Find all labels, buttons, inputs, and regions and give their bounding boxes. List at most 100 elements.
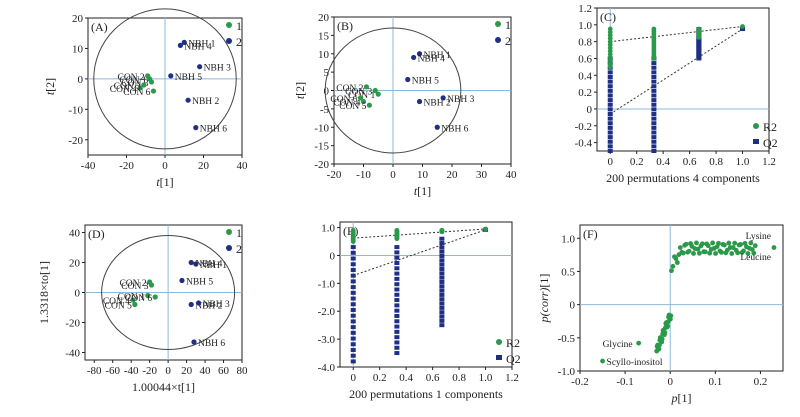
point-label: NBH 4: [195, 260, 222, 270]
x-tick-label: 20: [198, 160, 210, 172]
q2-point: [607, 107, 613, 112]
q2-point: [350, 313, 356, 318]
point-label: NBH 3: [447, 95, 474, 105]
r2-regression-line: [610, 26, 743, 43]
x-tick-label: 0.2: [373, 372, 387, 384]
x-tick-label: 0.4: [656, 156, 670, 168]
q2-point: [439, 249, 445, 254]
q2-point: [350, 290, 356, 295]
y-tick-label: 20: [69, 258, 81, 270]
loading-point: [705, 243, 711, 249]
q2-point: [651, 74, 657, 79]
q2-point: [651, 65, 657, 70]
r2-point: [483, 226, 488, 232]
loading-point: [721, 242, 727, 248]
y-axis-label: 1.3318×to[1]: [37, 261, 51, 324]
point-label: CON 1: [119, 76, 146, 86]
loading-point: [669, 268, 674, 274]
legend-label: Q2: [506, 352, 521, 366]
loading-point: [686, 248, 692, 254]
data-point: [360, 98, 367, 105]
loading-point: [732, 240, 738, 246]
x-axis-label: 200 permutations 1 components: [349, 387, 503, 401]
y-tick-label: 0.4: [578, 70, 592, 82]
data-point: [416, 51, 423, 57]
q2-point: [439, 288, 445, 293]
y-tick-label: 0: [78, 74, 84, 86]
x-axis-label: 1.00044×t[1]: [132, 380, 195, 394]
q2-point: [439, 254, 445, 259]
x-tick-label: -0.2: [571, 376, 588, 388]
q2-point: [439, 301, 445, 306]
x-tick-label: -80: [87, 365, 102, 377]
q2-point: [651, 121, 657, 126]
q2-point: [651, 61, 657, 66]
q2-point: [607, 111, 613, 116]
q2-point: [651, 149, 657, 153]
legend-label: 2: [505, 34, 511, 48]
loading-point: [665, 323, 671, 329]
q2-point: [607, 84, 613, 89]
q2-point: [651, 139, 657, 144]
data-point: [188, 301, 194, 308]
point-label: NBH 5: [186, 278, 213, 288]
loading-point: [670, 263, 676, 269]
x-tick-label: -20: [119, 160, 134, 172]
loading-point: [741, 248, 746, 254]
x-tick-label: 60: [218, 365, 230, 377]
loading-point: [662, 330, 668, 336]
y-tick-label: 0: [587, 104, 593, 116]
point-label: CON 3: [121, 282, 148, 292]
legend-marker: [496, 339, 502, 345]
q2-point: [394, 319, 400, 324]
point-label: NBH 5: [412, 76, 439, 86]
q2-point: [439, 275, 445, 280]
q2-point: [607, 125, 613, 130]
point-label: NBH 4: [418, 54, 445, 64]
y-tick-label: -15: [314, 141, 329, 153]
q2-point: [350, 267, 356, 272]
data-point: [177, 42, 183, 49]
q2-point: [350, 330, 356, 335]
loading-point: [726, 240, 732, 246]
point-label: NBH 1: [200, 261, 227, 271]
x-tick-label: 30: [476, 169, 488, 181]
q2-point: [350, 273, 356, 278]
panel-E: 0 0.2 0.4 0.6 0.8 1.0 1.2 -4.0 -3.0 -2.0 -1.0 0 1.0 (…: [318, 221, 521, 401]
data-point: [191, 339, 197, 345]
y-axis-label: t[2]: [293, 82, 307, 99]
y-tick-label: 1.2: [578, 3, 592, 15]
x-axis-label: 200 permutations 4 components: [606, 171, 760, 185]
q2-point: [439, 323, 445, 328]
y-tick-label: 0: [330, 250, 336, 262]
legend-label: 2: [236, 35, 242, 49]
data-point: [181, 39, 187, 45]
point-label: NBH 5: [175, 73, 202, 83]
data-point: [148, 79, 155, 85]
q2-point: [439, 314, 445, 319]
y-tick-label: 5: [324, 67, 330, 79]
q2-point: [394, 292, 400, 297]
legend-marker: [226, 245, 232, 251]
q2-point: [651, 88, 657, 93]
point-label: CON 4: [103, 297, 130, 307]
point-label: CON 6: [123, 88, 150, 98]
point-label: NBH 6: [441, 124, 468, 134]
y-tick-label: -20: [314, 159, 329, 171]
r2-point: [740, 24, 745, 29]
loading-point: [668, 313, 674, 319]
q2-point: [439, 258, 445, 263]
loading-point: [749, 247, 755, 252]
r2-regression-line: [353, 228, 486, 239]
y-axis-label: t[2]: [43, 78, 57, 95]
y-tick-label: 1.0: [561, 233, 575, 245]
x-tick-label: 40: [237, 160, 249, 172]
point-label: CON 4: [333, 99, 360, 109]
point-label: CON 6: [125, 294, 152, 304]
y-tick-label: -5: [320, 104, 330, 116]
q2-point: [651, 125, 657, 130]
q2-point: [350, 279, 356, 284]
loading-point: [680, 250, 686, 256]
x-tick-label: -60: [105, 365, 120, 377]
